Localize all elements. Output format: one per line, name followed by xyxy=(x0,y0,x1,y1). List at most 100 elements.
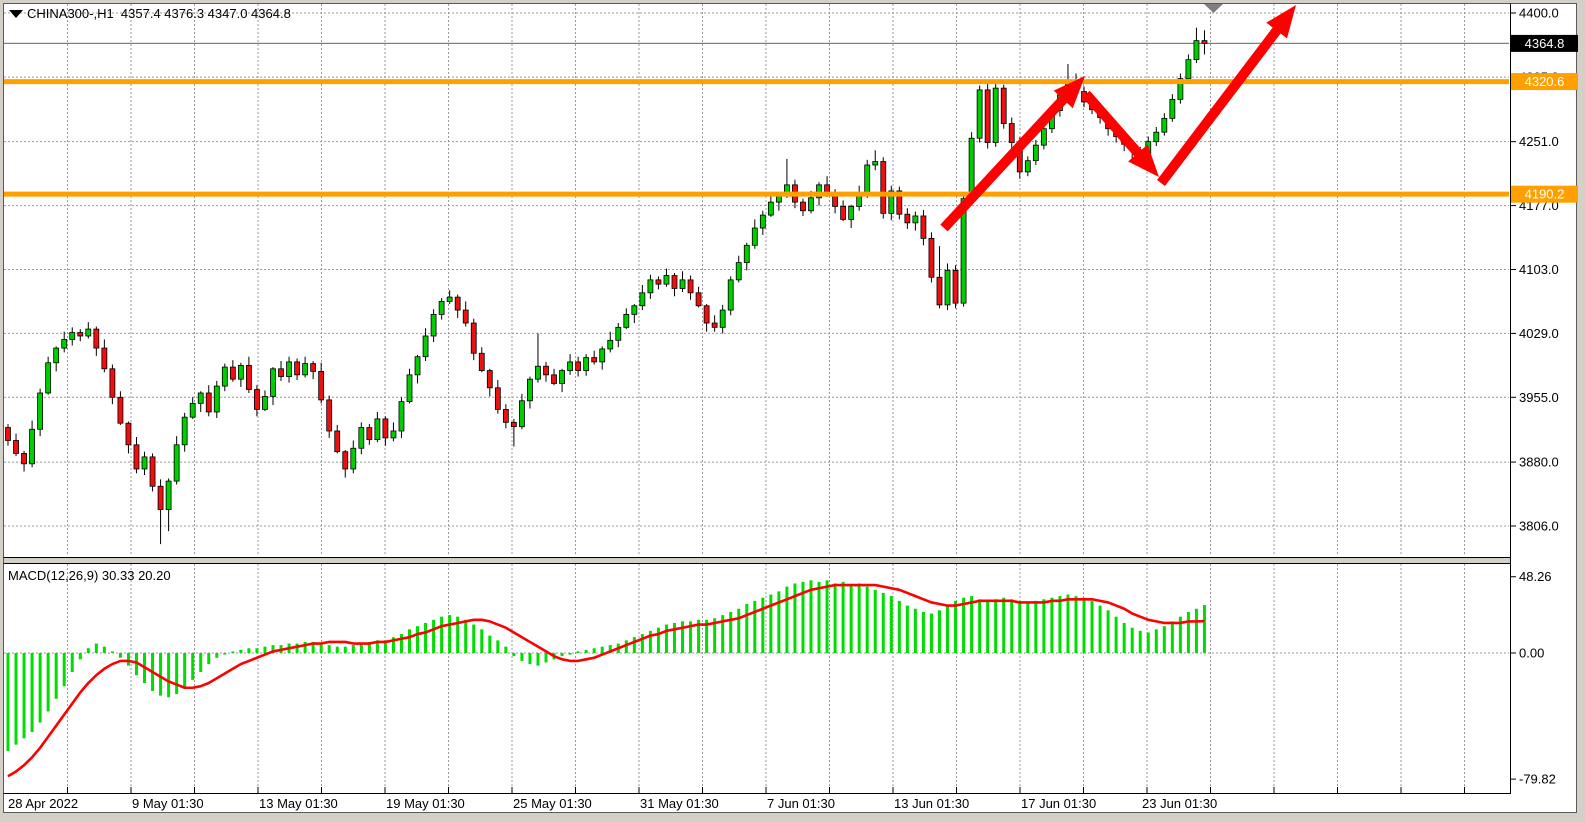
macd-histogram-bar xyxy=(769,594,773,653)
macd-histogram-bar xyxy=(697,619,701,653)
candle-body xyxy=(519,400,525,428)
macd-histogram-bar xyxy=(391,637,395,653)
candle-body xyxy=(245,364,252,390)
candle-body xyxy=(213,385,220,413)
candle-body xyxy=(69,332,76,340)
macd-histogram-bar xyxy=(568,653,572,655)
macd-histogram-bar xyxy=(825,580,829,653)
price-badge-text: 4320.6 xyxy=(1525,74,1565,89)
macd-histogram-bar xyxy=(1034,600,1038,653)
time-axis-label: 19 May 01:30 xyxy=(386,796,465,811)
macd-histogram-bar xyxy=(1098,605,1102,653)
candle-body xyxy=(494,387,501,410)
time-axis-label: 9 May 01:30 xyxy=(132,796,204,811)
symbol-dropdown-icon[interactable] xyxy=(9,10,23,18)
macd-histogram-bar xyxy=(913,608,917,653)
macd-histogram-bar xyxy=(608,645,612,653)
candle-body xyxy=(719,309,726,328)
price-badge: 4320.6 xyxy=(1511,73,1578,91)
candle-body xyxy=(928,237,935,278)
arrow-head xyxy=(1053,76,1085,109)
macd-histogram-bar xyxy=(873,589,877,653)
grid-layer xyxy=(4,4,1516,793)
macd-histogram-bar xyxy=(970,596,974,653)
macd-axis-label: -79.82 xyxy=(1519,772,1556,787)
candle-body xyxy=(5,427,11,441)
macd-histogram-bar xyxy=(705,619,709,653)
candle-body xyxy=(358,427,365,449)
candle-body xyxy=(53,347,60,364)
macd-histogram-bar xyxy=(440,616,444,653)
macd-histogram-bar xyxy=(319,643,323,653)
macd-histogram-bar xyxy=(311,641,315,653)
price-axis-label: 4251.0 xyxy=(1519,134,1559,149)
macd-histogram-bar xyxy=(62,653,66,687)
candle-body xyxy=(623,313,630,328)
candle-body xyxy=(840,206,847,220)
candle-body xyxy=(920,215,927,239)
candle-body xyxy=(294,361,300,376)
macd-histogram-bar xyxy=(295,643,299,653)
macd-histogram-bar xyxy=(118,653,122,658)
candle-body xyxy=(1000,87,1007,124)
price-badge-text: 4190.2 xyxy=(1525,187,1565,202)
macd-histogram-bar xyxy=(408,629,411,653)
macd-histogram-bar xyxy=(1122,622,1126,653)
candle-body xyxy=(687,279,694,294)
candle-body xyxy=(936,276,943,306)
macd-histogram-bar xyxy=(54,653,58,699)
macd-histogram-bar xyxy=(448,615,452,653)
candle-body xyxy=(631,305,638,315)
macd-histogram-bar xyxy=(207,653,211,665)
macd-histogram-bar xyxy=(520,653,524,661)
arrow-shaft xyxy=(1157,19,1287,187)
macd-histogram-bar xyxy=(1146,632,1150,653)
macd-histogram-bar xyxy=(1082,597,1086,653)
candle-body xyxy=(278,368,284,377)
time-axis-label: 17 Jun 01:30 xyxy=(1021,796,1096,811)
macd-histogram-bar xyxy=(22,653,26,739)
macd-histogram-bar xyxy=(512,653,516,657)
macd-histogram-bar xyxy=(689,621,693,653)
candle-body xyxy=(751,227,758,246)
macd-histogram-bar xyxy=(1050,597,1054,653)
candle-body xyxy=(559,370,565,384)
macd-histogram-bar xyxy=(753,600,757,653)
macd-histogram-bar xyxy=(1114,616,1118,653)
macd-histogram-bar xyxy=(159,653,163,696)
horizontal-lines-layer[interactable] xyxy=(4,79,1509,197)
macd-histogram-bar xyxy=(175,653,179,695)
macd-histogram-bar xyxy=(841,581,845,653)
candle-body xyxy=(478,352,485,371)
macd-histogram-bar xyxy=(793,583,797,653)
macd-histogram-bar xyxy=(1154,629,1158,653)
macd-histogram-bar xyxy=(865,586,869,653)
macd-histogram-bar xyxy=(231,651,235,653)
candle-body xyxy=(470,322,477,354)
macd-histogram-bar xyxy=(199,653,203,672)
macd-histogram-bar xyxy=(737,608,741,653)
candle-body xyxy=(888,190,895,214)
candle-body xyxy=(655,279,662,285)
macd-histogram-bar xyxy=(576,651,580,653)
macd-histogram-bar xyxy=(1106,610,1110,653)
macd-histogram-bar xyxy=(785,586,789,653)
panel-splitter[interactable] xyxy=(4,558,1510,563)
macd-histogram-bar xyxy=(472,624,476,653)
price-axis-label: 3955.0 xyxy=(1519,390,1559,405)
candle-body xyxy=(326,399,333,432)
price-axis-label: 3880.0 xyxy=(1519,455,1559,470)
macd-histogram-bar xyxy=(664,624,668,653)
candle-body xyxy=(912,215,919,224)
trend-arrow-annotation[interactable] xyxy=(940,5,1296,232)
macd-histogram-bar xyxy=(1058,596,1062,653)
chart-frame xyxy=(3,3,1577,813)
macd-histogram-bar xyxy=(359,643,363,653)
candle-body xyxy=(310,363,317,372)
candle-body xyxy=(960,198,967,304)
candle-body xyxy=(21,453,27,465)
macd-histogram-bar xyxy=(504,646,508,653)
macd-layer xyxy=(6,580,1206,778)
